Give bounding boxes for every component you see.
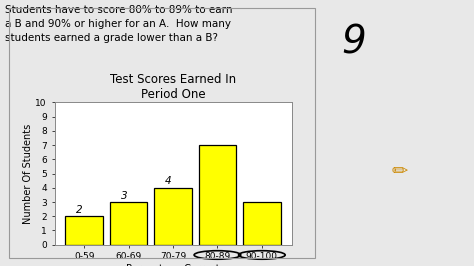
Text: Students have to score 80% to 89% to earn
a B and 90% or higher for an A.  How m: Students have to score 80% to 89% to ear… (5, 5, 232, 43)
Text: 9: 9 (341, 24, 366, 62)
Bar (65, 216, 103, 245)
Title: Test Scores Earned In
Period One: Test Scores Earned In Period One (110, 73, 236, 101)
Bar (109, 202, 147, 245)
Bar (243, 202, 281, 245)
Text: ✏: ✏ (391, 162, 408, 181)
Bar (154, 188, 192, 245)
Text: 3: 3 (121, 191, 128, 201)
Y-axis label: Number Of Students: Number Of Students (23, 123, 33, 224)
Text: 4: 4 (165, 176, 172, 186)
Text: 2: 2 (76, 205, 83, 215)
Bar (199, 145, 237, 245)
X-axis label: Percentage Correct: Percentage Correct (126, 264, 220, 266)
